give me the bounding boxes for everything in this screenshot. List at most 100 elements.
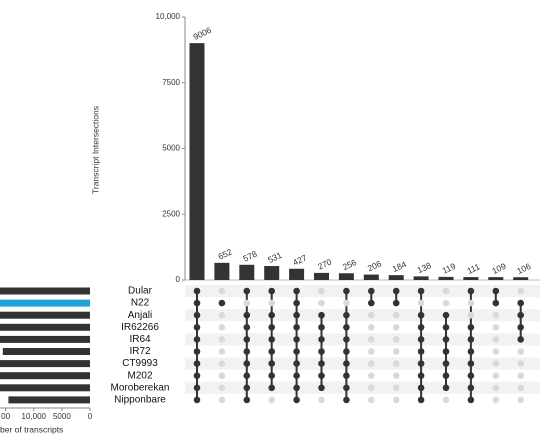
matrix-dot (193, 324, 201, 331)
set-name: Anjali (128, 310, 152, 321)
matrix-dot (293, 348, 300, 355)
matrix-dot (293, 372, 300, 380)
matrix-dot (293, 299, 300, 307)
matrix-dot (368, 372, 375, 380)
y-tick-label: 2500 (162, 209, 180, 218)
matrix-dot (392, 336, 400, 343)
bar-label: 578 (241, 248, 258, 263)
matrix-dot (368, 348, 375, 355)
matrix-dot (268, 311, 276, 319)
set-size-bar (0, 384, 90, 392)
set-axis-title: ber of transcripts (0, 424, 63, 434)
matrix-dot (442, 287, 450, 295)
matrix-dot (293, 360, 300, 367)
bar (463, 277, 479, 280)
matrix-dot (318, 336, 325, 343)
matrix-dot (492, 348, 500, 355)
row-band (185, 309, 540, 322)
set-name: Dular (128, 286, 153, 297)
y-tick-label: 5000 (162, 144, 180, 153)
bar (388, 275, 404, 280)
row-band (185, 333, 540, 346)
matrix-dot (243, 311, 251, 319)
set-name: Nipponbare (114, 395, 166, 406)
matrix-dot (293, 311, 300, 319)
matrix-dot (243, 299, 251, 307)
matrix-dot (392, 287, 400, 295)
matrix-dot (318, 396, 325, 404)
matrix-dot (218, 372, 226, 380)
matrix-dot (368, 311, 375, 319)
bar (289, 268, 305, 280)
set-size-bar (0, 372, 90, 380)
bar (363, 274, 379, 280)
matrix-dot (368, 324, 375, 331)
set-size-bar (0, 287, 90, 295)
matrix-dot (268, 299, 276, 307)
matrix-dot (293, 384, 300, 392)
matrix-dot (343, 348, 350, 355)
matrix-dot (517, 372, 524, 380)
set-name: CT9993 (122, 358, 158, 369)
matrix-dot (218, 396, 226, 404)
matrix-dot (268, 384, 276, 392)
bar (189, 43, 205, 281)
set-x-tick-label: 5000 (53, 412, 71, 421)
bar-label: 270 (316, 257, 333, 272)
matrix-dot (467, 299, 475, 307)
matrix-dot (268, 360, 276, 367)
set-x-tick-label: 0 (88, 412, 93, 421)
matrix-dot (442, 396, 450, 404)
y-axis-title: Transcript Intersections (90, 106, 100, 194)
bar (314, 272, 329, 280)
matrix-dot (268, 372, 276, 380)
matrix-dot (517, 348, 524, 355)
bar-label: 109 (490, 261, 507, 276)
matrix-dot (442, 348, 450, 355)
matrix-dot (417, 348, 425, 355)
row-band (185, 381, 540, 394)
matrix-dot (517, 287, 524, 295)
matrix-dot (243, 396, 251, 404)
matrix-dot (243, 336, 251, 343)
matrix-dot (268, 396, 276, 404)
matrix-dot (343, 311, 350, 319)
matrix-dot (368, 299, 375, 307)
matrix-dot (318, 324, 325, 331)
matrix-dot (417, 287, 425, 295)
matrix-dot (467, 396, 475, 404)
matrix-dot (193, 299, 201, 307)
matrix-dot (492, 396, 500, 404)
y-tick-label: 0 (176, 275, 181, 284)
matrix-dot (442, 360, 450, 367)
matrix-dot (467, 336, 475, 343)
matrix-dot (318, 348, 325, 355)
matrix-dot (218, 348, 226, 355)
matrix-dot (417, 360, 425, 367)
matrix-dot (492, 299, 500, 307)
matrix-dot (417, 396, 425, 404)
matrix-dot (343, 396, 350, 404)
matrix-dot (417, 311, 425, 319)
matrix-dot (442, 299, 450, 307)
matrix-dot (368, 360, 375, 367)
matrix-dot (517, 360, 524, 367)
set-x-tick-label: 00 (1, 412, 10, 421)
matrix-dot (193, 348, 201, 355)
matrix-dot (218, 311, 226, 319)
matrix-dot (467, 311, 475, 319)
bar-label: 531 (266, 250, 283, 265)
matrix-dot (368, 287, 375, 295)
set-size-bar (2, 348, 90, 355)
set-name: M202 (127, 370, 152, 381)
bar-label: 106 (515, 261, 532, 276)
matrix-dot (318, 360, 325, 367)
matrix-dot (417, 384, 425, 392)
matrix-dot (467, 360, 475, 367)
matrix-dot (442, 384, 450, 392)
matrix-dot (417, 324, 425, 331)
matrix-dot (442, 324, 450, 331)
matrix-dot (392, 360, 400, 367)
